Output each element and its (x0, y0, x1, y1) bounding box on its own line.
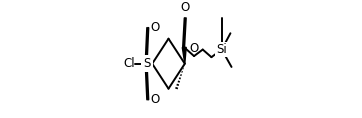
Text: Cl: Cl (123, 57, 135, 70)
Text: S: S (143, 57, 151, 70)
Polygon shape (182, 47, 186, 64)
Text: O: O (151, 21, 160, 34)
Text: O: O (180, 1, 190, 14)
Text: O: O (189, 42, 199, 55)
Text: O: O (151, 93, 160, 106)
Text: Si: Si (216, 43, 227, 56)
